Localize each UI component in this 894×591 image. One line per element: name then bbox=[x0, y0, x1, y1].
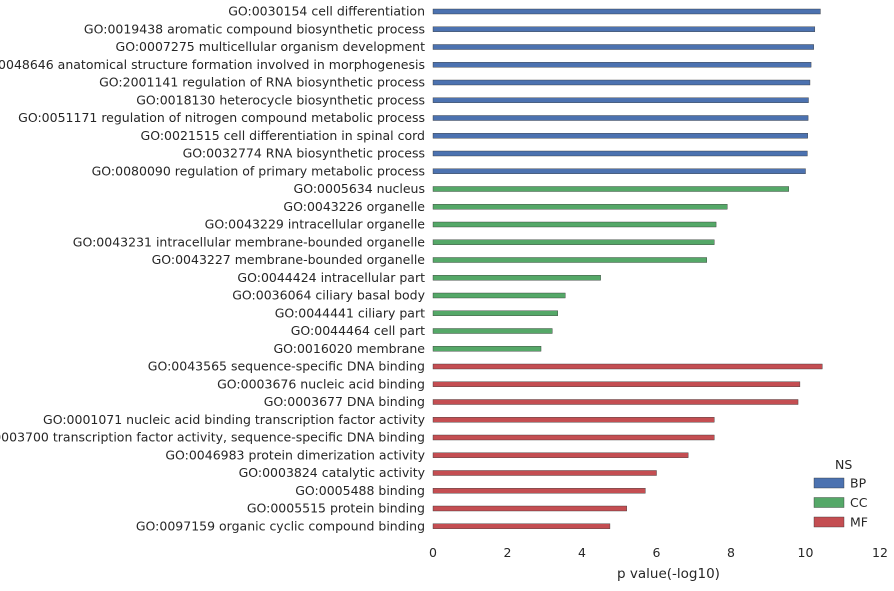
bar-cc bbox=[432, 328, 553, 334]
x-tick-label: 10 bbox=[798, 545, 814, 560]
category-label: GO:0003677 DNA binding bbox=[264, 394, 425, 409]
category-label: GO:0005634 nucleus bbox=[294, 181, 425, 196]
category-label: GO:0097159 organic cyclic compound bindi… bbox=[136, 518, 425, 533]
bar-mf bbox=[432, 381, 801, 387]
category-label: GO:0021515 cell differentiation in spina… bbox=[141, 128, 425, 143]
category-label: GO:0051171 regulation of nitrogen compou… bbox=[18, 110, 425, 125]
bar-mf bbox=[432, 417, 715, 423]
category-label: GO:0016020 membrane bbox=[273, 341, 425, 356]
x-axis-title: p value(-log10) bbox=[617, 566, 720, 582]
bar-cc bbox=[432, 346, 542, 352]
category-label: GO:0044441 ciliary part bbox=[275, 305, 425, 320]
category-label: GO:0003824 catalytic activity bbox=[239, 465, 426, 480]
bar-bp bbox=[432, 133, 808, 139]
bar-bp bbox=[432, 8, 821, 15]
bar-mf bbox=[432, 488, 646, 494]
category-label: GO:0018130 heterocycle biosynthetic proc… bbox=[136, 92, 425, 107]
category-label: GO:0043565 sequence-specific DNA binding bbox=[148, 359, 425, 374]
bar-cc bbox=[432, 275, 601, 281]
bar-cc bbox=[432, 257, 707, 263]
bar-cc bbox=[432, 221, 717, 228]
category-label: GO:0032774 RNA biosynthetic process bbox=[183, 146, 425, 161]
category-label: GO:0043227 membrane-bounded organelle bbox=[152, 252, 426, 267]
bar-mf bbox=[432, 452, 689, 458]
legend-label: MF bbox=[850, 515, 868, 530]
bar-bp bbox=[432, 97, 809, 103]
legend-label: BP bbox=[850, 476, 867, 491]
bar-mf bbox=[432, 363, 823, 370]
legend-swatch-cc bbox=[813, 497, 845, 508]
category-label: GO:0043229 intracellular organelle bbox=[205, 217, 426, 232]
bar-cc bbox=[432, 204, 728, 210]
bar-cc bbox=[432, 310, 558, 316]
bar-bp bbox=[432, 168, 806, 174]
bar-mf bbox=[432, 470, 657, 476]
legend-swatch-mf bbox=[813, 516, 845, 528]
bar-mf bbox=[432, 523, 611, 529]
bar-cc bbox=[432, 186, 789, 192]
category-label: GO:0080090 regulation of primary metabol… bbox=[92, 163, 425, 178]
bar-bp bbox=[432, 26, 816, 32]
bar-mf bbox=[432, 399, 799, 405]
bars-layer bbox=[432, 8, 823, 529]
bar-bp bbox=[432, 79, 811, 86]
category-label: GO:0043226 organelle bbox=[283, 199, 425, 214]
category-label: GO:0019438 aromatic compound biosyntheti… bbox=[84, 21, 425, 36]
bar-bp bbox=[432, 44, 814, 50]
bar-bp bbox=[432, 150, 808, 157]
category-label: GO:0007275 multicellular organism develo… bbox=[116, 39, 426, 54]
category-label: GO:0005515 protein binding bbox=[247, 501, 425, 516]
x-tick-label: 2 bbox=[504, 545, 512, 560]
bar-mf bbox=[432, 505, 627, 512]
category-labels: GO:0030154 cell differentiation GO:001943… bbox=[0, 4, 426, 534]
x-axis-ticks: 0 2 4 6 8 10 12 bbox=[429, 545, 888, 560]
category-label: GO:0046983 protein dimerization activity bbox=[165, 447, 425, 462]
category-label: GO:0030154 cell differentiation bbox=[228, 4, 425, 19]
bar-bp bbox=[432, 62, 812, 68]
legend-title: NS bbox=[835, 457, 852, 472]
bar-mf bbox=[432, 434, 715, 441]
category-label: GO:0048646 anatomical structure formatio… bbox=[0, 57, 425, 72]
bar-cc bbox=[432, 239, 715, 245]
x-tick-label: 8 bbox=[727, 545, 735, 560]
x-tick-label: 4 bbox=[578, 545, 586, 560]
bar-bp bbox=[432, 115, 809, 121]
legend: NS BP CC MF bbox=[813, 457, 868, 530]
category-label: GO:0005488 binding bbox=[295, 483, 425, 498]
x-tick-label: 0 bbox=[429, 545, 437, 560]
x-tick-label: 12 bbox=[872, 545, 888, 560]
category-label: GO:0003700 transcription factor activity… bbox=[0, 430, 425, 445]
category-label: GO:0001071 nucleic acid binding transcri… bbox=[43, 412, 426, 427]
category-label: GO:2001141 regulation of RNA biosyntheti… bbox=[99, 75, 425, 90]
bar-cc bbox=[432, 292, 566, 299]
category-label: GO:0044464 cell part bbox=[291, 323, 425, 338]
category-label: GO:0036064 ciliary basal body bbox=[232, 288, 425, 303]
category-label: GO:0043231 intracellular membrane-bounde… bbox=[73, 234, 426, 249]
category-label: GO:0003676 nucleic acid binding bbox=[217, 376, 425, 391]
legend-swatch-bp bbox=[813, 477, 845, 489]
category-label: GO:0044424 intracellular part bbox=[237, 270, 425, 285]
x-tick-label: 6 bbox=[653, 545, 661, 560]
legend-label: CC bbox=[850, 495, 868, 510]
